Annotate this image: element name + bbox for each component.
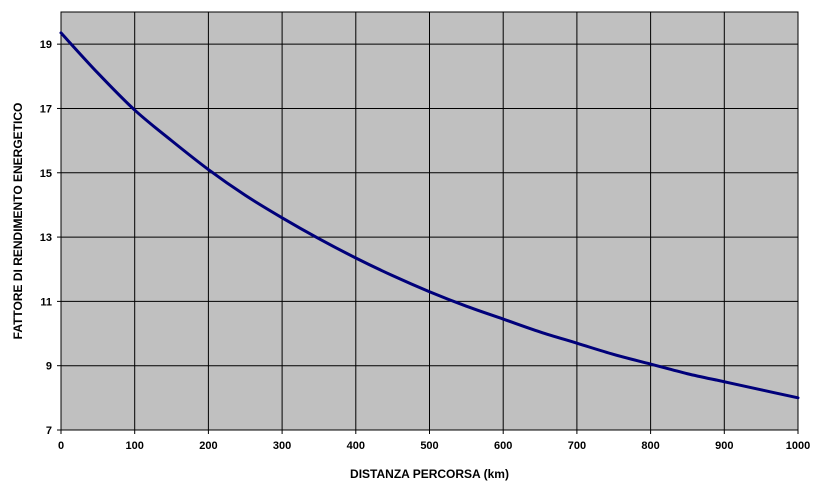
x-tick-label: 900 bbox=[715, 440, 733, 452]
series-line bbox=[59, 31, 800, 400]
y-tick-label: 9 bbox=[46, 361, 52, 373]
tick-labels: 0 100 200 300 400 500 600 700 800 900 1000 7 9 11 13 15… bbox=[40, 39, 810, 452]
y-tick-label: 19 bbox=[40, 39, 52, 51]
x-tick-label: 200 bbox=[199, 440, 217, 452]
x-axis-title: DISTANZA PERCORSA (km) bbox=[350, 467, 509, 481]
x-tick-label: 100 bbox=[126, 440, 144, 452]
y-tick-label: 13 bbox=[40, 232, 52, 244]
y-tick-label: 15 bbox=[40, 168, 52, 180]
x-tick-label: 600 bbox=[494, 440, 512, 452]
x-tick-label: 500 bbox=[420, 440, 438, 452]
x-tick-label: 400 bbox=[347, 440, 365, 452]
y-tick-label: 7 bbox=[46, 425, 52, 437]
y-axis-title: FATTORE DI RENDIMENTO ENERGETICO bbox=[11, 103, 25, 340]
y-tick-label: 11 bbox=[40, 296, 52, 308]
x-tick-label: 700 bbox=[568, 440, 586, 452]
x-tick-label: 1000 bbox=[786, 440, 810, 452]
x-tick-label: 0 bbox=[58, 440, 64, 452]
y-tick-label: 17 bbox=[40, 103, 52, 115]
grid-lines bbox=[61, 12, 798, 430]
x-tick-label: 300 bbox=[273, 440, 291, 452]
x-tick-label: 800 bbox=[641, 440, 659, 452]
axis-ticks bbox=[57, 43, 799, 434]
series-layer bbox=[59, 31, 800, 400]
